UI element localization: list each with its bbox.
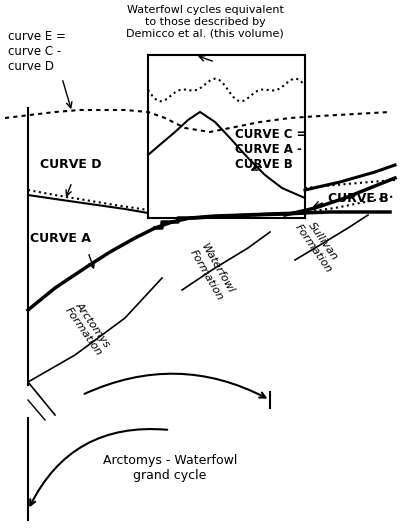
Text: CURVE D: CURVE D [40, 158, 102, 172]
Text: CURVE C =
CURVE A -
CURVE B: CURVE C = CURVE A - CURVE B [235, 128, 306, 171]
Text: CURVE B: CURVE B [328, 192, 389, 204]
Text: curve E =
curve C -
curve D: curve E = curve C - curve D [8, 30, 66, 73]
Text: Waterfowl
Formation: Waterfowl Formation [188, 242, 236, 302]
Text: Waterfowl cycles equivalent
to those described by
Demicco et al. (this volume): Waterfowl cycles equivalent to those des… [126, 5, 284, 38]
Text: Arctomys - Waterfowl
grand cycle: Arctomys - Waterfowl grand cycle [103, 454, 237, 482]
Text: Arctomys
Formation: Arctomys Formation [63, 298, 113, 357]
Text: CURVE A: CURVE A [30, 232, 91, 244]
Text: Sullivan
Formation: Sullivan Formation [293, 216, 343, 275]
